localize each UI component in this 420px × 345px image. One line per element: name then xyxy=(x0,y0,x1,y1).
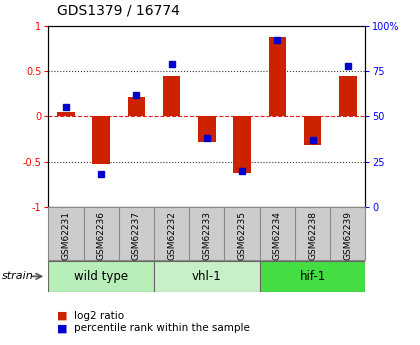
Text: GSM62232: GSM62232 xyxy=(167,211,176,260)
Bar xyxy=(128,97,145,117)
Text: GSM62233: GSM62233 xyxy=(202,211,211,260)
Bar xyxy=(339,76,357,117)
Bar xyxy=(57,112,75,117)
Bar xyxy=(260,261,365,292)
Text: GSM62236: GSM62236 xyxy=(97,211,106,260)
Text: GSM62235: GSM62235 xyxy=(238,211,247,260)
Bar xyxy=(304,117,321,146)
Text: ■: ■ xyxy=(57,311,67,321)
Bar xyxy=(92,117,110,164)
Bar xyxy=(154,261,260,292)
Text: GSM62234: GSM62234 xyxy=(273,211,282,260)
Text: wild type: wild type xyxy=(74,270,128,283)
Text: log2 ratio: log2 ratio xyxy=(74,311,123,321)
Text: percentile rank within the sample: percentile rank within the sample xyxy=(74,324,249,333)
Bar xyxy=(198,117,215,142)
Text: GDS1379 / 16774: GDS1379 / 16774 xyxy=(57,3,180,17)
Text: GSM62231: GSM62231 xyxy=(61,211,71,260)
Text: vhl-1: vhl-1 xyxy=(192,270,222,283)
Text: hif-1: hif-1 xyxy=(299,270,326,283)
Text: strain: strain xyxy=(2,272,34,281)
Text: GSM62239: GSM62239 xyxy=(343,211,352,260)
Bar xyxy=(268,37,286,117)
Text: GSM62237: GSM62237 xyxy=(132,211,141,260)
Text: GSM62238: GSM62238 xyxy=(308,211,317,260)
Bar xyxy=(233,117,251,172)
Text: ■: ■ xyxy=(57,324,67,333)
Bar xyxy=(48,261,154,292)
Bar xyxy=(163,76,181,117)
